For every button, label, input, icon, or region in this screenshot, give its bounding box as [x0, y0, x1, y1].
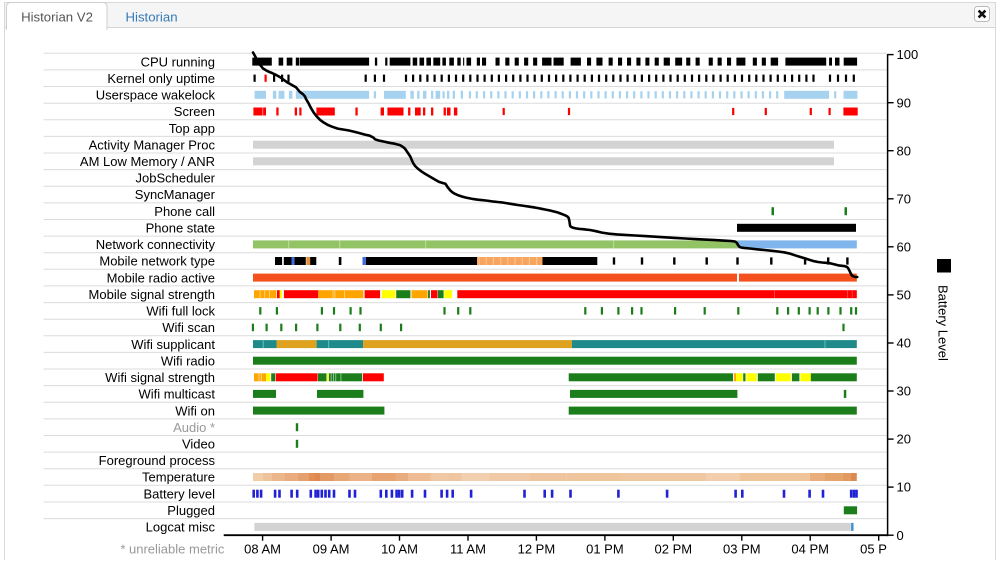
svg-text:90: 90 [897, 95, 911, 110]
svg-text:Mobile signal strength: Mobile signal strength [89, 287, 215, 302]
svg-text:Temperature: Temperature [142, 470, 215, 485]
svg-text:Video: Video [182, 437, 215, 452]
svg-text:03 PM: 03 PM [723, 542, 761, 557]
svg-text:Battery level: Battery level [143, 486, 215, 501]
svg-text:70: 70 [897, 191, 911, 206]
svg-text:Foreground process: Foreground process [99, 453, 216, 468]
svg-text:Battery Level: Battery Level [936, 285, 951, 361]
svg-text:JobScheduler: JobScheduler [136, 171, 216, 186]
svg-text:Top app: Top app [169, 121, 215, 136]
svg-text:Historian: Historian [126, 9, 178, 24]
svg-text:SyncManager: SyncManager [135, 187, 216, 202]
svg-text:Phone call: Phone call [154, 204, 215, 219]
svg-text:Audio *: Audio * [173, 420, 215, 435]
svg-text:05 P: 05 P [860, 542, 887, 557]
svg-text:Wifi scan: Wifi scan [162, 320, 215, 335]
svg-text:CPU running: CPU running [141, 54, 215, 69]
svg-text:80: 80 [897, 143, 911, 158]
svg-text:Wifi radio: Wifi radio [161, 353, 215, 368]
svg-text:100: 100 [897, 47, 919, 62]
svg-text:Logcat misc: Logcat misc [146, 520, 216, 535]
svg-text:Wifi signal strength: Wifi signal strength [105, 370, 215, 385]
svg-text:Wifi full lock: Wifi full lock [146, 304, 215, 319]
svg-text:08 AM: 08 AM [244, 542, 281, 557]
svg-text:Userspace wakelock: Userspace wakelock [96, 88, 216, 103]
svg-text:50: 50 [897, 288, 911, 303]
svg-text:10 AM: 10 AM [381, 542, 418, 557]
svg-text:AM Low Memory / ANR: AM Low Memory / ANR [80, 154, 215, 169]
svg-text:* unreliable metric: * unreliable metric [120, 542, 225, 557]
svg-text:04 PM: 04 PM [791, 542, 829, 557]
svg-text:Activity Manager Proc: Activity Manager Proc [89, 137, 216, 152]
svg-text:Screen: Screen [174, 104, 215, 119]
svg-text:Mobile radio active: Mobile radio active [107, 270, 215, 285]
svg-text:Plugged: Plugged [167, 503, 215, 518]
svg-text:02 PM: 02 PM [655, 542, 693, 557]
svg-text:12 PM: 12 PM [518, 542, 556, 557]
svg-text:30: 30 [897, 384, 911, 399]
svg-text:Mobile network type: Mobile network type [99, 254, 215, 269]
svg-text:01 PM: 01 PM [586, 542, 624, 557]
svg-text:20: 20 [897, 432, 911, 447]
svg-text:Kernel only uptime: Kernel only uptime [107, 71, 215, 86]
svg-text:0: 0 [897, 528, 904, 543]
svg-text:60: 60 [897, 239, 911, 254]
svg-text:Phone state: Phone state [146, 221, 215, 236]
svg-text:09 AM: 09 AM [313, 542, 350, 557]
svg-text:Historian V2: Historian V2 [21, 9, 93, 24]
svg-text:11 AM: 11 AM [450, 542, 486, 557]
svg-text:Wifi supplicant: Wifi supplicant [131, 337, 215, 352]
svg-text:Network connectivity: Network connectivity [96, 237, 216, 252]
svg-text:10: 10 [897, 480, 911, 495]
svg-text:40: 40 [897, 336, 911, 351]
svg-text:Wifi multicast: Wifi multicast [138, 387, 215, 402]
svg-text:Wifi on: Wifi on [175, 403, 215, 418]
